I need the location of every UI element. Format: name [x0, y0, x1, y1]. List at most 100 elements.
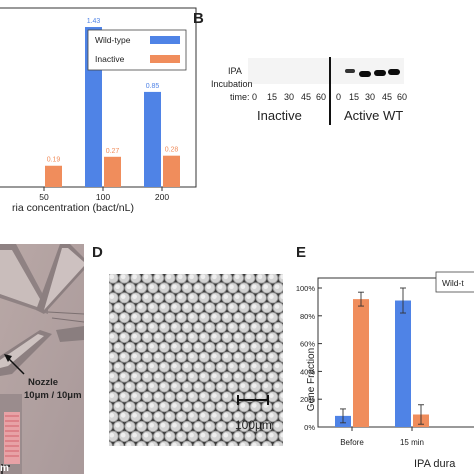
- droplet-highlight: [246, 314, 251, 319]
- droplet-highlight: [263, 363, 269, 369]
- droplet-highlight: [223, 413, 229, 418]
- droplet-highlight: [217, 403, 223, 408]
- droplet-highlight: [217, 442, 223, 446]
- droplet-highlight: [166, 353, 172, 359]
- droplet-highlight: [229, 284, 234, 290]
- droplet-highlight: [137, 422, 143, 428]
- droplet-highlight: [137, 403, 143, 408]
- droplet-highlight: [189, 294, 194, 299]
- droplet-highlight: [200, 314, 206, 319]
- droplet-highlight: [160, 422, 166, 428]
- droplet-highlight: [189, 314, 194, 319]
- droplet-highlight: [217, 422, 223, 428]
- droplet-highlight: [137, 304, 143, 309]
- chart-e-ylabel: Gene Fraction: [306, 347, 318, 412]
- droplet-highlight: [143, 393, 149, 398]
- gel-row-label: IPA: [228, 66, 242, 76]
- droplet-highlight: [149, 343, 155, 349]
- droplet-highlight: [229, 304, 234, 309]
- droplet-highlight: [257, 314, 263, 319]
- droplet-highlight: [206, 383, 212, 389]
- droplet-highlight: [143, 432, 149, 438]
- droplet-highlight: [240, 284, 246, 290]
- droplet-highlight: [246, 333, 251, 339]
- droplet-highlight: [126, 442, 132, 446]
- chart-e: 0% 20% 40% 60% 80% 100% Before 15 min Wild-t: [296, 271, 474, 447]
- droplet-highlight: [149, 403, 155, 408]
- bar-value-label: 1.43: [87, 18, 101, 25]
- droplet-highlight: [189, 432, 194, 438]
- droplet: [109, 381, 113, 393]
- droplet-highlight: [126, 403, 132, 408]
- droplet-highlight: [212, 353, 217, 359]
- droplet-highlight: [229, 422, 234, 428]
- droplet-highlight: [251, 403, 257, 408]
- droplet-highlight: [257, 333, 263, 339]
- droplet-highlight: [160, 363, 166, 369]
- droplet-highlight: [280, 393, 283, 398]
- legend-label: Wild-t: [442, 278, 464, 288]
- droplet-highlight: [132, 294, 137, 299]
- droplet-highlight: [194, 422, 200, 428]
- droplet-highlight: [257, 353, 263, 359]
- droplet-highlight: [126, 284, 132, 290]
- droplet-highlight: [120, 333, 126, 339]
- droplet-highlight: [137, 383, 143, 389]
- gel-band: [374, 70, 386, 76]
- droplet-highlight: [115, 343, 120, 349]
- droplet-highlight: [189, 353, 194, 359]
- droplet-highlight: [223, 274, 229, 280]
- bar-value-label: 0.28: [165, 147, 179, 154]
- panel-a: 1.460.19501.430.271000.850.28200Wild-typ…: [0, 0, 200, 222]
- droplet: [109, 361, 113, 373]
- droplet-highlight: [234, 432, 240, 438]
- droplet-highlight: [212, 413, 217, 418]
- droplet-highlight: [172, 403, 177, 408]
- droplet-highlight: [155, 353, 160, 359]
- droplet-highlight: [269, 373, 274, 379]
- panel-c-bottom-label: m: [0, 463, 9, 474]
- droplet-highlight: [109, 333, 115, 339]
- droplet-highlight: [229, 323, 234, 329]
- droplet-highlight: [246, 274, 251, 280]
- droplet-highlight: [137, 442, 143, 446]
- droplet-highlight: [280, 294, 283, 299]
- panel-b: B IPA Incubation time: 0 15 30 45 60 0 1…: [190, 0, 474, 135]
- droplet-highlight: [274, 304, 280, 309]
- droplet-highlight: [115, 363, 120, 369]
- droplet-highlight: [257, 274, 263, 280]
- droplet-highlight: [126, 343, 132, 349]
- droplet-highlight: [274, 323, 280, 329]
- y-tick-label: 0%: [304, 423, 315, 432]
- y-tick-label: 100%: [296, 284, 316, 293]
- droplet-highlight: [177, 294, 183, 299]
- gel-group-inactive: Inactive: [257, 108, 302, 123]
- droplet-highlight: [240, 422, 246, 428]
- droplet-highlight: [200, 294, 206, 299]
- droplet-highlight: [155, 413, 160, 418]
- droplet-highlight: [200, 333, 206, 339]
- droplet-highlight: [194, 343, 200, 349]
- droplet-highlight: [132, 353, 137, 359]
- droplet: [109, 401, 113, 413]
- droplet-highlight: [115, 323, 120, 329]
- droplet-highlight: [109, 314, 115, 319]
- droplet-highlight: [194, 284, 200, 290]
- droplet-highlight: [229, 383, 234, 389]
- droplet-highlight: [240, 383, 246, 389]
- droplet-highlight: [189, 393, 194, 398]
- gel-time-label: 15: [349, 92, 360, 102]
- droplet-highlight: [251, 422, 257, 428]
- droplet-highlight: [189, 373, 194, 379]
- droplet-highlight: [115, 383, 120, 389]
- droplet-highlight: [206, 304, 212, 309]
- droplet-highlight: [183, 363, 189, 369]
- droplet-highlight: [132, 432, 137, 438]
- droplet-highlight: [137, 284, 143, 290]
- droplet-highlight: [166, 393, 172, 398]
- droplet-highlight: [177, 373, 183, 379]
- droplet-highlight: [132, 274, 137, 280]
- droplet-highlight: [137, 323, 143, 329]
- droplet-highlight: [120, 274, 126, 280]
- droplet-micrograph: [109, 274, 283, 446]
